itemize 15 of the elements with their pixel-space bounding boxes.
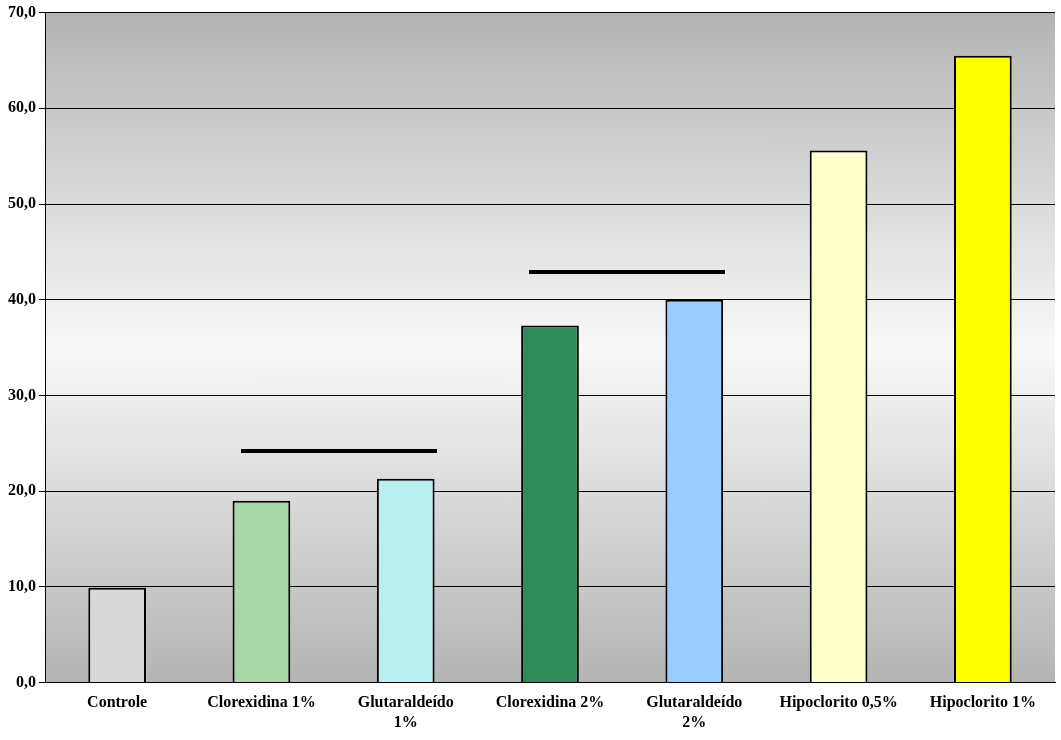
y-tick-label: 50,0 <box>8 194 36 212</box>
x-tick-label: Clorexidina 1% <box>207 693 316 711</box>
x-tick-label: Controle <box>87 693 148 711</box>
y-tick-label: 0,0 <box>16 672 36 690</box>
y-tick-label: 20,0 <box>8 481 36 499</box>
x-tick-label: Hipoclorito 1% <box>929 693 1036 712</box>
x-tick-label: Glutaraldeído 2% <box>646 693 743 730</box>
y-tick-label: 30,0 <box>8 385 36 403</box>
y-tick-label: 10,0 <box>8 577 36 595</box>
y-tick-label: 40,0 <box>8 289 36 307</box>
x-tick-label: Clorexidina 2% <box>495 693 605 711</box>
x-tick-label: Hipoclorito 0,5% <box>779 693 898 712</box>
y-tick-label: 70,0 <box>8 2 36 20</box>
x-tick-label: Glutaraldeído 1% <box>357 693 454 730</box>
y-tick-label: 60,0 <box>8 98 36 116</box>
